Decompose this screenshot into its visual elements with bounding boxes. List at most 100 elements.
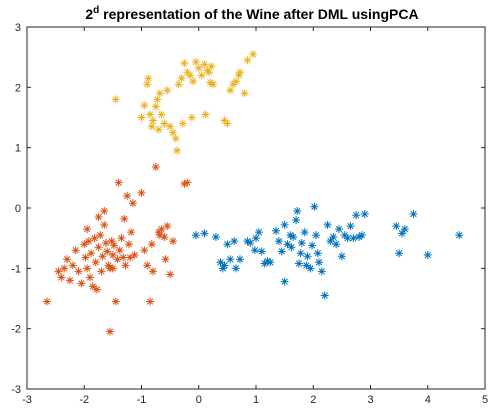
x-tick-label: -2 [79,394,89,406]
data-point [220,116,229,125]
data-point [107,237,116,246]
data-point [310,202,319,211]
data-point [115,246,124,255]
data-point [230,237,239,246]
data-point [171,134,180,143]
data-point [54,267,63,276]
data-point [254,228,263,237]
data-point [60,264,69,273]
data-point [409,210,418,219]
data-point [117,234,126,243]
data-point [209,80,218,89]
data-point [326,237,335,246]
data-point [216,258,225,267]
data-point [455,231,464,240]
data-point [108,264,117,273]
data-point [201,110,210,119]
y-tick-label: 0 [15,203,21,215]
data-point [349,234,358,243]
data-point [126,253,135,262]
data-point [355,232,364,241]
data-point [88,282,97,291]
data-point [143,80,152,89]
data-point [140,246,149,255]
data-point [119,253,128,262]
x-tick-label: 1 [253,394,259,406]
data-point [323,220,332,229]
plot-area [27,27,485,389]
data-point [157,110,166,119]
axes-box [26,26,486,390]
data-point [157,225,166,234]
data-point [335,225,344,234]
data-point [140,101,149,110]
y-tick-label: 2 [15,82,21,94]
data-point [100,220,109,229]
data-point [166,122,175,131]
data-point [98,252,107,261]
data-point [180,179,189,188]
data-point [337,252,346,261]
data-point [160,119,169,128]
data-point [257,247,266,256]
data-point [81,253,90,262]
data-point [240,89,249,98]
data-point [187,113,196,122]
data-point [85,273,94,282]
data-point [146,297,155,306]
data-point [128,199,137,208]
data-point [106,327,115,336]
data-point [308,241,317,250]
data-point [94,213,103,222]
data-point [160,232,169,241]
data-point [200,60,209,69]
data-point [83,225,92,234]
data-point [312,231,321,240]
data-point [146,110,155,119]
data-point [423,251,432,260]
data-point [280,220,289,229]
data-point [163,222,172,231]
data-point [191,57,200,66]
data-point [166,270,175,279]
data-point [103,247,112,256]
data-point [102,238,111,247]
data-point [111,95,120,104]
data-point [218,264,227,273]
data-point [71,246,80,255]
data-point [272,226,281,235]
data-point [120,214,129,223]
data-point [206,78,215,87]
data-point [343,234,352,243]
data-point [161,255,170,264]
data-point [90,234,99,243]
data-point [189,77,198,86]
data-point [155,89,164,98]
x-tick-label: 4 [425,394,431,406]
data-point [260,259,269,268]
data-point [392,222,401,231]
data-point [83,264,92,273]
data-point [121,261,130,270]
data-point [249,50,258,59]
data-point [352,211,361,220]
data-point [280,277,289,286]
data-point [229,80,238,89]
series-0-points [191,202,464,300]
data-point [231,264,240,273]
data-point [148,267,157,276]
y-tick-label: 3 [15,22,21,34]
data-point [100,207,109,216]
data-point [357,231,366,240]
data-point [147,240,156,249]
data-point [211,232,220,241]
data-point [154,125,163,134]
data-point [163,86,172,95]
data-point [283,240,292,249]
data-point [168,128,177,137]
data-point [137,188,146,197]
chart-title: 2d representation of the Wine after DML … [85,5,418,22]
data-point [63,255,72,264]
data-point [180,59,189,68]
